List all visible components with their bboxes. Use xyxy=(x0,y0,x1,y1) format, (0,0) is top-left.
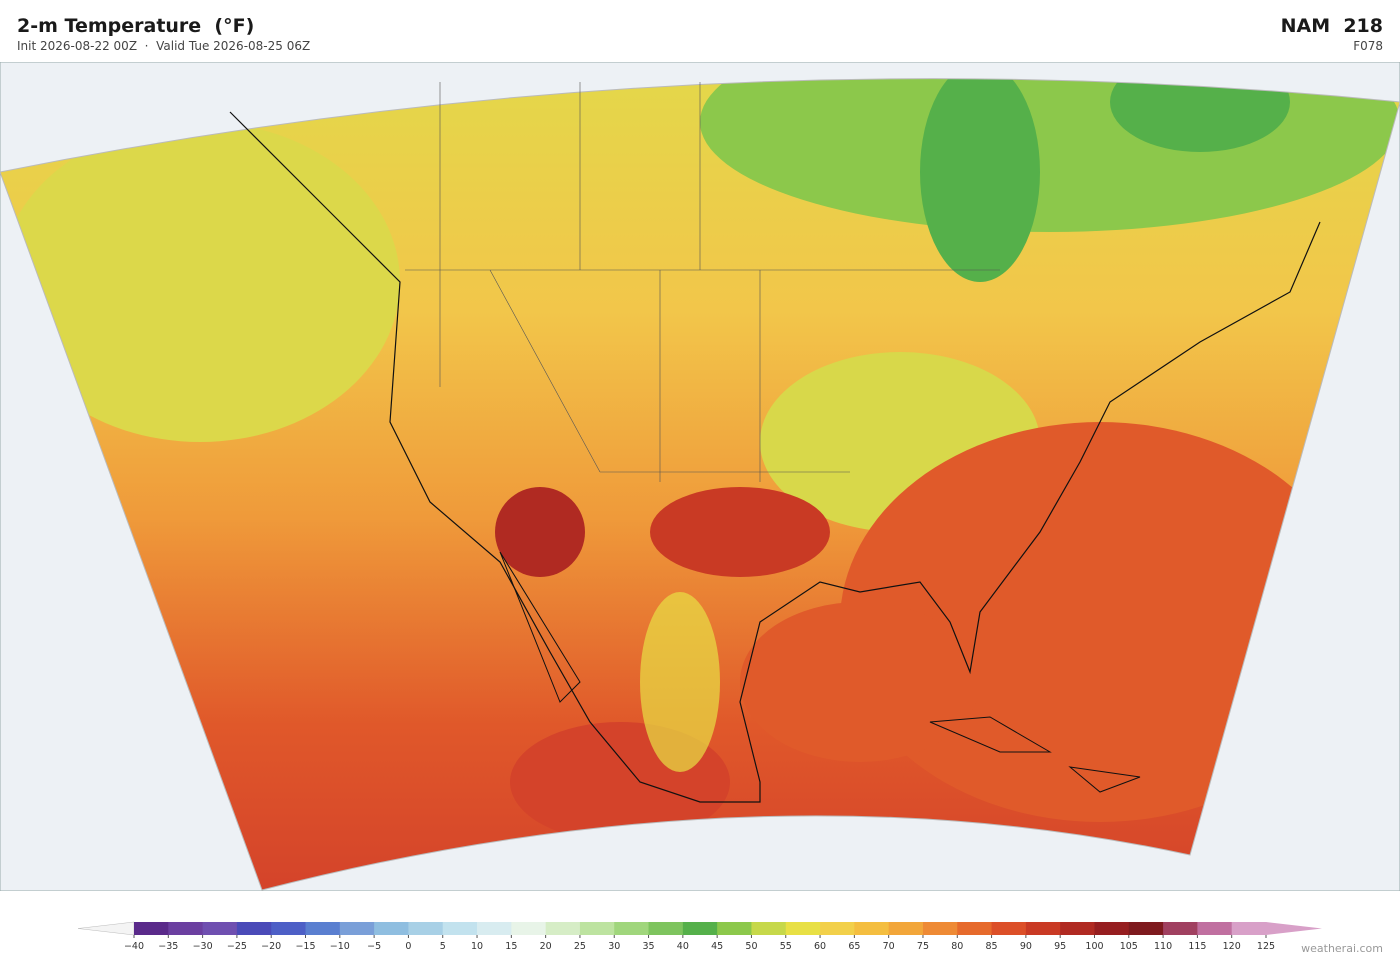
colorbar-tick-label: 90 xyxy=(1020,941,1032,952)
colorbar-bin xyxy=(1025,922,1061,935)
colorbar-bin xyxy=(305,922,341,935)
colorbar-bin xyxy=(922,922,958,935)
borders xyxy=(405,82,1000,482)
colorbar-bin xyxy=(511,922,547,935)
coastline xyxy=(229,111,1321,803)
colorbar-tick-label: 50 xyxy=(745,941,757,952)
colorbar-tick-label: −10 xyxy=(330,941,350,952)
colorbar-bin xyxy=(408,922,444,935)
colorbar-bin xyxy=(168,922,204,935)
colorbar-bin xyxy=(1197,922,1233,935)
hot-region xyxy=(495,487,585,577)
colorbar-tick-label: 95 xyxy=(1054,941,1066,952)
colorbar-tick-label: 30 xyxy=(608,941,620,952)
colorbar-bin xyxy=(1060,922,1095,935)
warm-gulf xyxy=(740,602,980,762)
colorbar-bin xyxy=(854,922,890,935)
colorbar-bin xyxy=(648,922,684,935)
credit: weatherai.com xyxy=(1301,942,1383,955)
hot-region xyxy=(650,487,830,577)
colorbar-bin xyxy=(579,922,615,935)
colorbar-tick-label: −5 xyxy=(367,941,381,952)
colorbar-tick-label: 0 xyxy=(405,941,411,952)
colorbar-bin xyxy=(991,922,1027,935)
map xyxy=(0,62,1400,891)
colorbar-tick-label: 65 xyxy=(848,941,860,952)
colorbar-bin xyxy=(374,922,409,935)
colorbar-bin xyxy=(1163,922,1198,935)
colorbar-tick-label: 15 xyxy=(505,941,517,952)
colorbar-tick-label: 120 xyxy=(1223,941,1241,952)
colorbar-tick-label: −30 xyxy=(193,941,213,952)
colorbar-tick-label: 35 xyxy=(642,941,654,952)
colorbar-tick-label: 85 xyxy=(986,941,998,952)
colorbar-tick-label: −25 xyxy=(227,941,247,952)
islands xyxy=(499,551,1141,793)
colorbar-tick-label: 105 xyxy=(1120,941,1138,952)
colorbar-bin xyxy=(134,922,169,935)
colorbar-tick-label: 110 xyxy=(1154,941,1172,952)
subtitle: Init 2026-08-22 00Z · Valid Tue 2026-08-… xyxy=(17,39,311,53)
colorbar-bin xyxy=(888,922,924,935)
mild-region xyxy=(0,122,400,442)
colorbar-tick-label: 100 xyxy=(1085,941,1103,952)
colorbar-tick-label: 5 xyxy=(440,941,446,952)
domain-outline xyxy=(0,78,1400,891)
colorbar-bin xyxy=(957,922,993,935)
colorbar-tick-label: 25 xyxy=(574,941,586,952)
colorbar-tick-label: 10 xyxy=(471,941,483,952)
colorbar-tick-label: 70 xyxy=(883,941,895,952)
colorbar-bin xyxy=(717,922,752,935)
colorbar-under xyxy=(77,921,135,936)
colorbar-bin xyxy=(202,922,238,935)
cool-core xyxy=(920,78,1040,282)
colorbar-bin xyxy=(477,922,512,935)
mexico-highlands xyxy=(640,592,720,772)
colorbar: −40 −35 −30 −25 −20 −15 −10 −5 0 5 10 15 20 25 30 35 40 4… xyxy=(77,921,1322,952)
colorbar-bin xyxy=(820,922,855,935)
colorbar-bin xyxy=(682,922,718,935)
colorbar-tick-label: 60 xyxy=(814,941,826,952)
colorbar-bin xyxy=(751,922,787,935)
colorbar-bin xyxy=(442,922,478,935)
temperature-field xyxy=(0,78,1400,890)
colorbar-tick-label: 20 xyxy=(540,941,552,952)
colorbar-bin xyxy=(271,922,307,935)
colorbar-tick-label: 40 xyxy=(677,941,689,952)
colorbar-tick-label: 45 xyxy=(711,941,723,952)
colorbar-tick-label: −15 xyxy=(295,941,315,952)
colorbar-bin xyxy=(339,922,375,935)
title: 2-m Temperature (°F) xyxy=(17,15,255,37)
colorbar-bin xyxy=(1094,922,1130,935)
colorbar-tick-label: 80 xyxy=(951,941,963,952)
colorbar-tick-label: −20 xyxy=(261,941,281,952)
colorbar-bin xyxy=(1231,922,1267,935)
colorbar-bin xyxy=(236,922,272,935)
forecast-hour: F078 xyxy=(1353,39,1383,53)
colorbar-tick-label: −35 xyxy=(158,941,178,952)
colorbar-bin xyxy=(785,922,821,935)
colorbar-tick-label: 75 xyxy=(917,941,929,952)
colorbar-tick-label: 55 xyxy=(780,941,792,952)
model-name: NAM 218 xyxy=(1280,15,1383,37)
colorbar-bin xyxy=(614,922,650,935)
colorbar-bin xyxy=(545,922,581,935)
cool-core xyxy=(1110,78,1290,152)
colorbar-over xyxy=(1266,922,1322,935)
colorbar-bin xyxy=(1128,922,1164,935)
colorbar-tick-label: −40 xyxy=(124,941,144,952)
colorbar-tick-label: 115 xyxy=(1188,941,1206,952)
cool-region xyxy=(700,78,1400,232)
colorbar-tick-label: 125 xyxy=(1257,941,1275,952)
